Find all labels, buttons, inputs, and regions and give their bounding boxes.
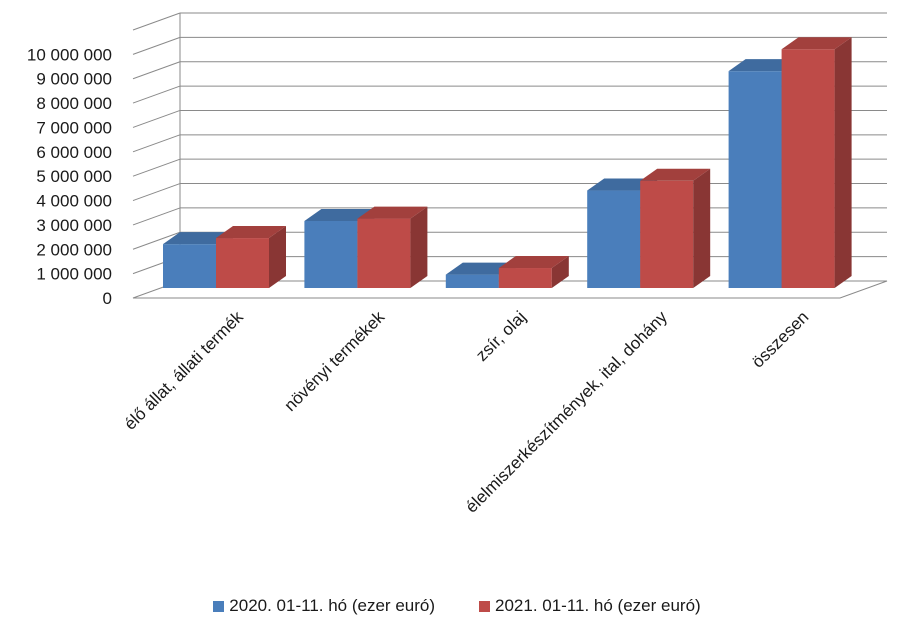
y-tick-label: 10 000 000 <box>27 45 112 64</box>
bar-side <box>693 168 711 288</box>
category-label: összesen <box>748 307 812 371</box>
bar-side <box>269 226 286 288</box>
gridline-diag <box>132 12 181 31</box>
y-tick-label: 6 000 000 <box>36 143 112 162</box>
bar-top <box>587 178 658 191</box>
legend: 2020. 01-11. hó (ezer euró) 2021. 01-11.… <box>0 596 914 616</box>
bar-top <box>163 232 233 245</box>
category-label: zsír, olaj <box>472 307 530 365</box>
gridline-diag <box>132 231 181 250</box>
y-tick-label: 5 000 000 <box>36 167 112 186</box>
legend-label-2021: 2021. 01-11. hó (ezer euró) <box>495 596 701 615</box>
bar <box>357 206 428 288</box>
bar-front <box>357 218 411 288</box>
bar-front <box>216 238 269 288</box>
bars <box>163 37 852 289</box>
gridline-diag <box>132 134 181 153</box>
legend-swatch-2020 <box>213 600 225 612</box>
gridline-diag <box>132 36 181 55</box>
bar-top <box>304 209 375 221</box>
gridline-diag <box>132 207 181 226</box>
bar-top <box>445 262 516 275</box>
bar-front <box>640 180 694 288</box>
y-tick-label: 8 000 000 <box>36 94 112 113</box>
bar-side <box>834 37 852 289</box>
y-tick-label: 1 000 000 <box>36 265 112 284</box>
bar-front <box>781 49 835 289</box>
y-tick-label: 4 000 000 <box>36 192 112 211</box>
bar <box>163 232 233 288</box>
bar-front <box>163 244 216 288</box>
gridline-diag <box>132 183 181 202</box>
y-tick-label: 9 000 000 <box>36 70 112 89</box>
bar <box>498 256 569 288</box>
legend-item-2020: 2020. 01-11. hó (ezer euró) <box>213 596 435 616</box>
bar <box>216 226 286 288</box>
bar-front <box>587 190 641 288</box>
bar-top <box>640 168 711 181</box>
legend-item-2021: 2021. 01-11. hó (ezer euró) <box>479 596 701 616</box>
gridline-diag <box>132 158 181 177</box>
bar-side <box>410 206 428 288</box>
bar-front <box>498 268 552 288</box>
bar <box>640 168 711 288</box>
y-tick-label: 0 <box>103 289 112 308</box>
category-label: növényi termékek <box>281 307 389 415</box>
gridline-diag <box>132 61 181 80</box>
y-axis: 0 1 000 000 2 000 000 3 000 000 4 000 000 5 0… <box>27 45 112 308</box>
legend-label-2020: 2020. 01-11. hó (ezer euró) <box>229 596 435 615</box>
bar-top <box>728 59 799 72</box>
bar-front <box>445 274 499 288</box>
bar-top <box>216 226 286 239</box>
y-tick-label: 3 000 000 <box>36 216 112 235</box>
gridline-diag <box>132 85 181 104</box>
bar-front <box>728 71 782 288</box>
bar-top <box>498 256 569 269</box>
y-tick-label: 2 000 000 <box>36 240 112 259</box>
bar-top <box>781 37 852 50</box>
category-label: élő állat, állati termék <box>120 307 247 434</box>
bar <box>781 37 852 289</box>
legend-swatch-2021 <box>479 600 490 612</box>
bar-top <box>357 206 428 219</box>
y-tick-label: 7 000 000 <box>36 118 112 137</box>
bar-front <box>304 221 358 288</box>
gridline-diag <box>132 109 181 128</box>
bar-side <box>551 256 569 288</box>
